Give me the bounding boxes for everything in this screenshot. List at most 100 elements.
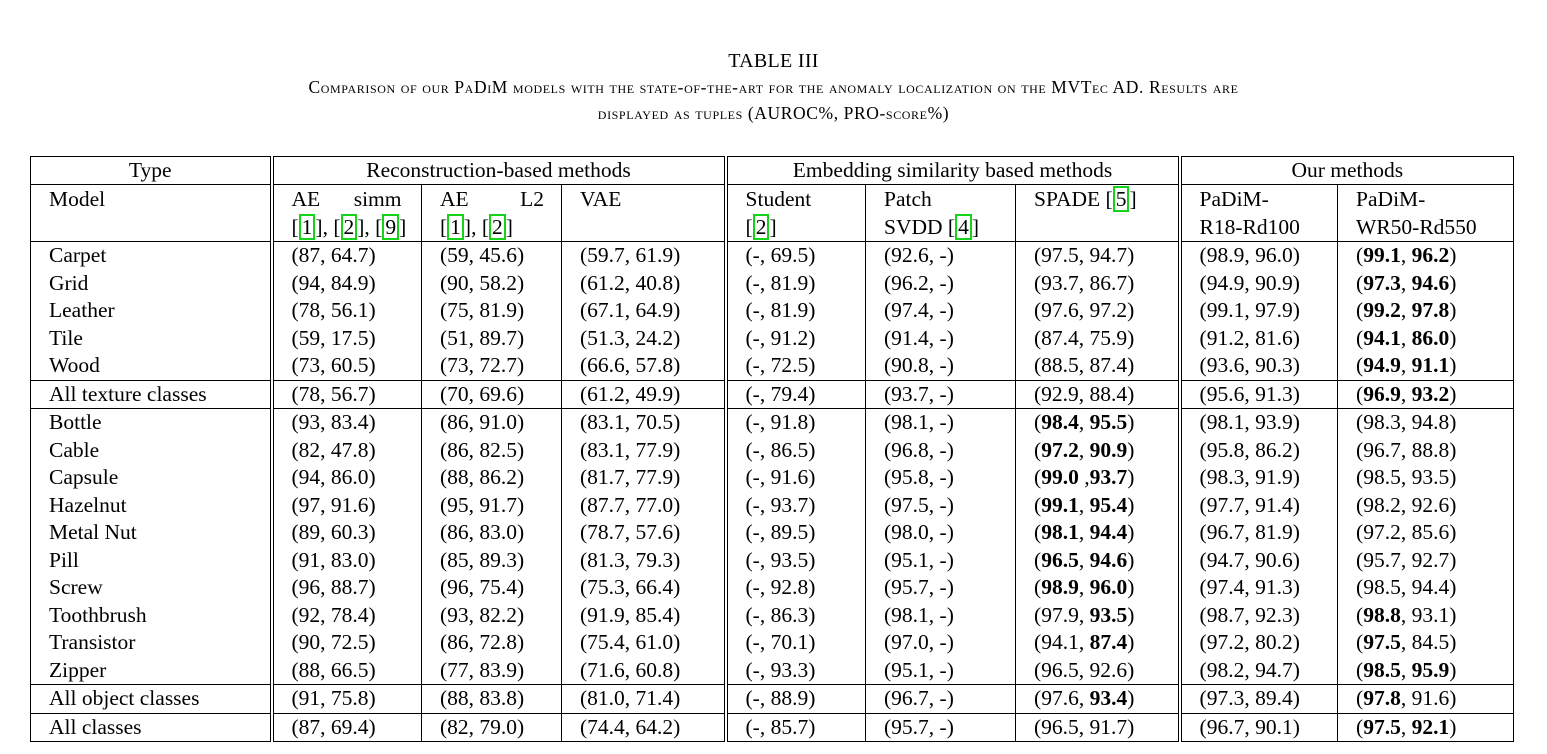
table-row: Grid (94, 84.9) (90, 58.2) (61.2, 40.8) (-, … <box>30 269 1514 298</box>
cell-ae-l2: (73, 72.7) <box>421 352 562 381</box>
citation-link[interactable]: 1 <box>447 214 464 241</box>
cell-patch-svdd: (93.7, -) <box>865 379 1016 409</box>
cell-spade: (97.9, 93.5) <box>1015 601 1180 630</box>
cell-patch-svdd: (98.0, -) <box>865 519 1016 547</box>
row-label: All texture classes <box>30 379 272 409</box>
citation-link[interactable]: 1 <box>298 214 316 241</box>
table-caption: TABLE III Comparison of our PaDiM models… <box>0 48 1547 126</box>
cell-padim-r18: (97.4, 91.3) <box>1177 574 1338 602</box>
cell-patch-svdd: (95.7, -) <box>865 712 1016 742</box>
table-row: Carpet (87, 64.7) (59, 45.6) (59.7, 61.9) (-… <box>30 241 1514 270</box>
row-label: Screw <box>30 574 272 602</box>
table-row: Tile (59, 17.5) (51, 89.7) (51.3, 24.2) (-, … <box>30 324 1514 353</box>
row-label: Leather <box>30 297 272 325</box>
cell-spade: (94.1, 87.4) <box>1015 629 1180 657</box>
table-row: Capsule (94, 86.0) (88, 86.2) (81.7, 77.9)(… <box>30 464 1514 492</box>
cell-vae: (83.1, 77.9) <box>560 436 726 465</box>
cell-ae-simm: (78, 56.1) <box>269 297 422 325</box>
cell-student: (-, 81.9) <box>723 269 866 298</box>
cell-student: (-, 69.5) <box>723 241 866 270</box>
results-table: Type Reconstruction-based methods Embedd… <box>30 156 1515 743</box>
citation-link[interactable]: 2 <box>340 214 358 241</box>
cell-ae-simm: (93, 83.4) <box>269 408 422 437</box>
cell-ae-simm: (92, 78.4) <box>269 601 422 630</box>
header-ae-l2: AE L2 [1], [2] <box>421 184 562 242</box>
header-model: Model <box>30 184 272 242</box>
header-ae-simm: AE simm [1], [2], [9] <box>269 184 422 242</box>
table-row: Leather (78, 56.1) (75, 81.9) (67.1, 64.9)(… <box>30 297 1514 325</box>
cell-patch-svdd: (95.8, -) <box>865 464 1016 492</box>
cell-spade: (98.4, 95.5) <box>1015 408 1180 437</box>
header-padim-r18: PaDiM- R18-Rd100 <box>1177 184 1338 242</box>
cell-ae-l2: (90, 58.2) <box>421 269 562 298</box>
header-student: Student [2] <box>723 184 866 242</box>
table-row: Hazelnut (97, 91.6) (95, 91.7) (87.7, 77.0)… <box>30 491 1514 520</box>
citation-link[interactable]: 5 <box>1112 186 1130 213</box>
cell-ae-l2: (88, 86.2) <box>421 464 562 492</box>
header-embedding: Embedding similarity based methods <box>723 156 1180 185</box>
cell-patch-svdd: (95.1, -) <box>865 656 1016 685</box>
cell-spade: (92.9, 88.4) <box>1015 379 1180 409</box>
cell-vae: (74.4, 64.2) <box>560 712 726 742</box>
cell-padim-r18: (98.1, 93.9) <box>1177 408 1338 437</box>
citation-link[interactable]: 2 <box>489 214 506 241</box>
cell-patch-svdd: (97.5, -) <box>865 491 1016 520</box>
cell-vae: (91.9, 85.4) <box>560 601 726 630</box>
table-row: Metal Nut (89, 60.3) (86, 83.0) (78.7, 57.6… <box>30 519 1514 547</box>
cell-patch-svdd: (95.1, -) <box>865 546 1016 575</box>
cell-ae-simm: (73, 60.5) <box>269 352 422 381</box>
table-row: Bottle (93, 83.4) (86, 91.0) (83.1, 70.5) (-… <box>30 408 1514 437</box>
cell-padim-r18: (96.7, 81.9) <box>1177 519 1338 547</box>
cell-padim-wr50: (98.5, 94.4) <box>1337 574 1514 602</box>
cell-vae: (78.7, 57.6) <box>560 519 726 547</box>
cell-vae: (75.4, 61.0) <box>560 629 726 657</box>
cell-ae-simm: (91, 83.0) <box>269 546 422 575</box>
cell-ae-simm: (87, 64.7) <box>269 241 422 270</box>
header-spade: SPADE [5] <box>1015 184 1180 242</box>
cell-patch-svdd: (96.7, -) <box>865 684 1016 714</box>
cell-padim-wr50: (99.1, 96.2) <box>1337 241 1514 270</box>
cell-student: (-, 92.8) <box>723 574 866 602</box>
cell-vae: (67.1, 64.9) <box>560 297 726 325</box>
row-label: Metal Nut <box>30 519 272 547</box>
cell-vae: (51.3, 24.2) <box>560 324 726 353</box>
cell-padim-r18: (95.6, 91.3) <box>1177 379 1338 409</box>
row-label: All object classes <box>30 684 272 714</box>
cell-padim-r18: (98.7, 92.3) <box>1177 601 1338 630</box>
cell-padim-wr50: (94.1, 86.0) <box>1337 324 1514 353</box>
cell-student: (-, 91.8) <box>723 408 866 437</box>
caption-line-2: displayed as tuples (AUROC%, PRO-score%) <box>597 103 950 123</box>
row-label: Capsule <box>30 464 272 492</box>
cell-spade: (99.1, 95.4) <box>1015 491 1180 520</box>
row-label: Carpet <box>30 241 272 270</box>
citation-link[interactable]: 9 <box>382 214 400 241</box>
cell-padim-wr50: (98.5, 95.9) <box>1337 656 1514 685</box>
cell-ae-l2: (85, 89.3) <box>421 546 562 575</box>
cell-padim-r18: (94.7, 90.6) <box>1177 546 1338 575</box>
cell-student: (-, 70.1) <box>723 629 866 657</box>
model-header-row: Model AE simm [1], [2], [9] AE L2 [1], [2]… <box>30 184 1514 242</box>
cell-padim-r18: (99.1, 97.9) <box>1177 297 1338 325</box>
cell-padim-r18: (98.3, 91.9) <box>1177 464 1338 492</box>
cell-ae-l2: (95, 91.7) <box>421 491 562 520</box>
header-reconstruction: Reconstruction-based methods <box>269 156 726 185</box>
cell-ae-simm: (78, 56.7) <box>269 379 422 409</box>
cell-padim-r18: (97.3, 89.4) <box>1177 684 1338 714</box>
cell-ae-simm: (87, 69.4) <box>269 712 422 742</box>
table-row: Screw (96, 88.7) (96, 75.4) (75.3, 66.4) (-,… <box>30 574 1514 602</box>
row-label: Tile <box>30 324 272 353</box>
cell-padim-wr50: (97.2, 85.6) <box>1337 519 1514 547</box>
citation-link[interactable]: 2 <box>752 214 770 241</box>
cell-vae: (59.7, 61.9) <box>560 241 726 270</box>
cell-vae: (71.6, 60.8) <box>560 656 726 685</box>
cell-spade: (97.6, 93.4) <box>1015 684 1180 714</box>
header-vae: VAE <box>560 184 726 242</box>
cell-ae-simm: (94, 84.9) <box>269 269 422 298</box>
cell-student: (-, 85.7) <box>723 712 866 742</box>
row-label: Pill <box>30 546 272 575</box>
citation-link[interactable]: 4 <box>955 214 972 241</box>
cell-padim-wr50: (95.7, 92.7) <box>1337 546 1514 575</box>
row-label: Transistor <box>30 629 272 657</box>
cell-patch-svdd: (96.2, -) <box>865 269 1016 298</box>
table-row: All texture classes (78, 56.7) (70, 69.6)(… <box>30 379 1514 409</box>
